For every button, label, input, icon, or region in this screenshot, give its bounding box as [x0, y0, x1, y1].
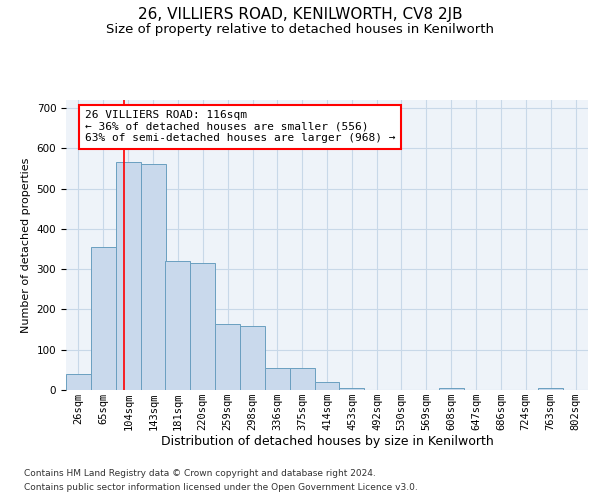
Bar [439, 388, 464, 390]
Bar [215, 324, 240, 390]
Bar [538, 388, 563, 390]
Bar [66, 374, 91, 390]
Bar [190, 263, 215, 390]
Text: Contains public sector information licensed under the Open Government Licence v3: Contains public sector information licen… [24, 484, 418, 492]
Text: Size of property relative to detached houses in Kenilworth: Size of property relative to detached ho… [106, 22, 494, 36]
Bar [290, 368, 314, 390]
Text: 26 VILLIERS ROAD: 116sqm
← 36% of detached houses are smaller (556)
63% of semi-: 26 VILLIERS ROAD: 116sqm ← 36% of detach… [85, 110, 395, 144]
Bar [340, 388, 364, 390]
Text: Contains HM Land Registry data © Crown copyright and database right 2024.: Contains HM Land Registry data © Crown c… [24, 468, 376, 477]
Bar [240, 326, 265, 390]
Bar [116, 162, 141, 390]
Text: 26, VILLIERS ROAD, KENILWORTH, CV8 2JB: 26, VILLIERS ROAD, KENILWORTH, CV8 2JB [137, 8, 463, 22]
Text: Distribution of detached houses by size in Kenilworth: Distribution of detached houses by size … [161, 435, 493, 448]
Y-axis label: Number of detached properties: Number of detached properties [21, 158, 31, 332]
Bar [165, 261, 190, 390]
Bar [141, 164, 166, 390]
Bar [91, 247, 116, 390]
Bar [314, 382, 340, 390]
Bar [265, 368, 290, 390]
